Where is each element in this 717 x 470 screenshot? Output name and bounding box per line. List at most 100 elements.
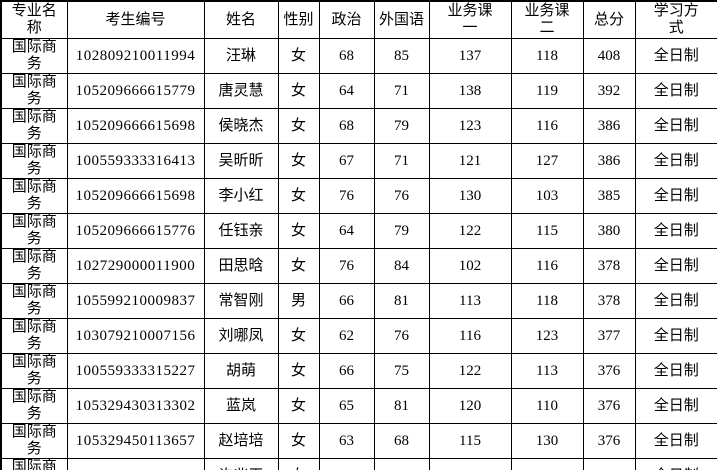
cell-course2: 119: [510, 73, 584, 109]
cell-candidate-no: 103079210007156: [66, 318, 205, 354]
cell-candidate-no: 105599210009837: [66, 283, 205, 319]
cell-politics: 68: [318, 38, 375, 74]
cell-candidate-no: 105209666615698: [66, 108, 205, 144]
column-header-politics: 政治: [318, 0, 375, 39]
cell-course1: 138: [428, 73, 512, 109]
table-row: 国际商务 105209666615698 李小红女 76 76 130 103 385 全日制: [0, 178, 717, 214]
cell-major: 国际商务: [0, 38, 68, 74]
cell-politics: 66: [318, 283, 375, 319]
cell-politics: 62: [318, 318, 375, 354]
cell-name: 李小红: [203, 178, 279, 214]
cell-candidate-no: 105329450113657: [66, 423, 205, 459]
cell-total: 392: [582, 73, 636, 109]
cell-study-mode: 全日制: [634, 458, 717, 470]
cell-major: 国际商务: [0, 458, 68, 470]
column-header-study-mode: 学习方式: [634, 0, 717, 39]
column-header-foreign-language: 外国语: [373, 0, 430, 39]
cell-candidate-no: 105209666615776: [66, 213, 205, 249]
major-name-label: 国际商务: [11, 109, 57, 143]
cell-total: 376: [582, 353, 636, 389]
cell-gender: 女: [277, 318, 320, 354]
major-name-label: 国际商务: [11, 284, 57, 318]
header-label: 学习方式: [653, 3, 699, 36]
cell-candidate-no: 100559333315227: [66, 353, 205, 389]
cell-study-mode: 全日制: [634, 248, 717, 284]
table-row: 国际商务 105599210009837 常智刚男 66 81 113 118 378 全日制: [0, 283, 717, 319]
cell-course1: 130: [428, 178, 512, 214]
cell-politics: 63: [318, 423, 375, 459]
cell-gender: 女: [277, 423, 320, 459]
major-name-label: 国际商务: [11, 74, 57, 108]
cell-name: 常智刚: [203, 283, 279, 319]
cell-name: 任钰亲: [203, 213, 279, 249]
cell-gender: 女: [277, 248, 320, 284]
cell-total: 380: [582, 213, 636, 249]
cell-course2: 110: [510, 388, 584, 424]
cell-name: 汪琳: [203, 38, 279, 74]
cell-candidate-no: 100559333316413: [66, 143, 205, 179]
cell-candidate-no: 105329430313302: [66, 388, 205, 424]
major-name-label: 国际商务: [11, 389, 57, 423]
cell-name: 蓝岚: [203, 388, 279, 424]
cell-foreign-language: 75: [373, 353, 430, 389]
cell-politics: 76: [318, 178, 375, 214]
major-name-label: 国际商务: [11, 424, 57, 458]
cell-major: 国际商务: [0, 353, 68, 389]
cell-politics: 64: [318, 213, 375, 249]
cell-gender: 女: [277, 458, 320, 470]
cell-course1: 120: [428, 388, 512, 424]
cell-foreign-language: 76: [373, 178, 430, 214]
cell-name: 唐灵慧: [203, 73, 279, 109]
cell-total: 376: [582, 388, 636, 424]
table-row: 国际商务 100559333315227 胡萌女 66 75 122 113 376 全日制: [0, 353, 717, 389]
cell-foreign-language: 81: [373, 283, 430, 319]
cell-politics: 65: [318, 388, 375, 424]
cell-major: 国际商务: [0, 318, 68, 354]
cell-major: 国际商务: [0, 283, 68, 319]
header-label: 专业名称: [11, 3, 57, 36]
cell-foreign-language: 84: [373, 248, 430, 284]
cell-course2: 113: [510, 353, 584, 389]
column-header-candidate-no: 考生编号: [66, 0, 205, 39]
cell-gender: 女: [277, 353, 320, 389]
cell-study-mode: 全日制: [634, 143, 717, 179]
column-header-gender: 性别: [277, 0, 320, 39]
cell-total: 377: [582, 318, 636, 354]
cell-candidate-no: 102729000011900: [66, 248, 205, 284]
cell-total: 376: [582, 423, 636, 459]
cell-name: 田思晗: [203, 248, 279, 284]
major-name-label: 国际商务: [11, 144, 57, 178]
major-name-label: 国际商务: [11, 249, 57, 283]
cell-course1: 113: [428, 283, 512, 319]
cell-course2: 103: [510, 178, 584, 214]
cell-total: 378: [582, 283, 636, 319]
cell-politics: 68: [318, 108, 375, 144]
cell-name: 侯晓杰: [203, 108, 279, 144]
cell-total: 385: [582, 178, 636, 214]
table-body: 国际商务 102809210011994 汪琳女 68 85 137 118 408 全日制 国际…: [0, 38, 717, 470]
cell-name: 赵培培: [203, 423, 279, 459]
column-header-major: 专业名称: [0, 0, 68, 39]
cell-gender: 女: [277, 213, 320, 249]
header-row: 专业名称 考生编号 姓名 性别 政治 外国语 业务课一 业务课二 总分 学习方式: [0, 0, 717, 39]
major-name-label: 国际商务: [11, 319, 57, 353]
cell-major: 国际商务: [0, 108, 68, 144]
cell-candidate-no: 102809210011994: [66, 38, 205, 74]
header-label: 业务课一: [447, 3, 493, 36]
cell-total: 386: [582, 143, 636, 179]
header-label: 业务课二: [524, 3, 570, 36]
cell-foreign-language: 68: [373, 458, 430, 470]
cell-course1: 130: [428, 458, 512, 470]
cell-study-mode: 全日制: [634, 38, 717, 74]
major-name-label: 国际商务: [11, 39, 57, 73]
table-row: 国际商务 103079210007156 刘哪凤女 62 76 116 123 377 全日制: [0, 318, 717, 354]
cell-major: 国际商务: [0, 143, 68, 179]
cell-major: 国际商务: [0, 423, 68, 459]
table-row: 国际商务 105329430313302 蓝岚女 65 81 120 110 376 全日制: [0, 388, 717, 424]
cell-course1: 102: [428, 248, 512, 284]
cell-gender: 女: [277, 73, 320, 109]
cell-name: 吴昕昕: [203, 143, 279, 179]
cell-study-mode: 全日制: [634, 318, 717, 354]
